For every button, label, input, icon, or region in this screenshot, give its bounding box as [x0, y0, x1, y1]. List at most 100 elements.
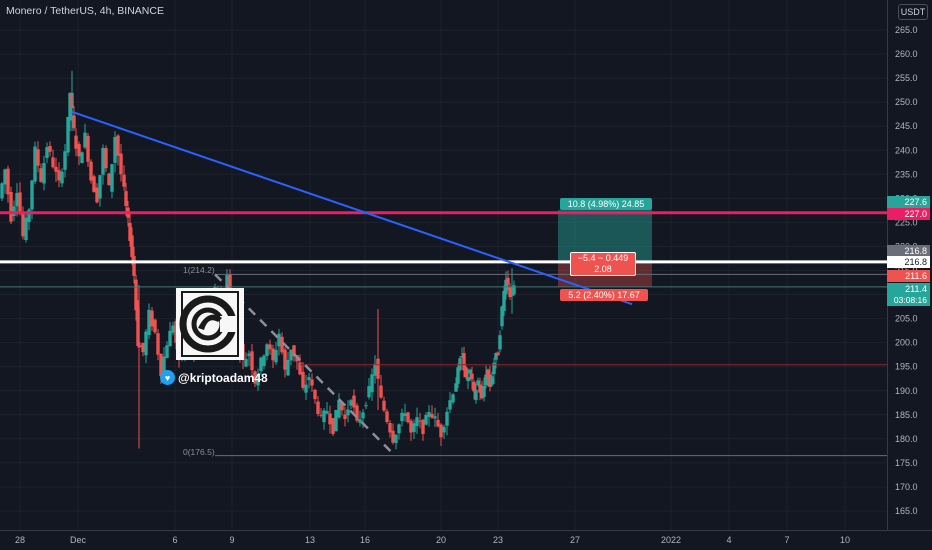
- candle-body: [3, 169, 7, 185]
- candle-body: [57, 170, 61, 181]
- candle-body: [316, 401, 320, 414]
- trendline[interactable]: [71, 110, 633, 306]
- stop-label[interactable]: 5.2 (2.40%) 17.67: [560, 289, 648, 301]
- candle-body: [250, 351, 254, 371]
- candle-body: [156, 333, 160, 355]
- countdown-tag: 03:08:16: [887, 295, 930, 306]
- candle-body: [367, 386, 371, 398]
- candle-body: [331, 418, 335, 434]
- candle-body: [119, 153, 123, 175]
- candle-body: [153, 319, 157, 333]
- time-tick-label: 16: [360, 535, 370, 545]
- candle-body: [60, 171, 64, 184]
- time-tick-label: 23: [493, 535, 503, 545]
- candle-body: [128, 222, 132, 241]
- candle-body: [0, 183, 4, 199]
- candle-body: [116, 135, 120, 156]
- candle-body: [42, 163, 46, 184]
- candle-body: [144, 331, 148, 356]
- candle-body: [464, 367, 468, 378]
- time-tick-label: Dec: [70, 535, 87, 545]
- candle-body: [391, 430, 395, 443]
- candle-body: [30, 180, 34, 210]
- candle-body: [415, 417, 419, 427]
- candle-body: [373, 363, 377, 376]
- price-tag-white-top: 216.8: [887, 245, 930, 257]
- candle-body: [12, 206, 16, 216]
- candle-body: [80, 152, 84, 164]
- price-tick-label: 205.0: [895, 314, 918, 324]
- candle-body: [355, 405, 359, 421]
- candle-body: [498, 335, 502, 350]
- candle-body: [436, 419, 440, 427]
- candle-body: [325, 410, 329, 414]
- candle-body: [33, 146, 37, 182]
- candle-body: [490, 376, 494, 385]
- candle-body: [66, 116, 70, 153]
- price-tick-label: 245.0: [895, 121, 918, 131]
- candle-body: [171, 325, 175, 333]
- candle-body: [409, 420, 413, 433]
- candle-body: [292, 345, 296, 357]
- candle-body: [442, 426, 446, 433]
- price-tick-label: 180.0: [895, 434, 918, 444]
- price-tag-white: 216.8: [887, 256, 930, 268]
- candle-body: [18, 192, 22, 214]
- time-axis[interactable]: 28 Dec 6 9 13 16 20 23 27 2022 4 7 10: [15, 535, 850, 545]
- symbol-title[interactable]: Monero / TetherUS, 4h, BINANCE: [6, 5, 164, 17]
- candle-body: [458, 358, 462, 370]
- fib-level-bottom[interactable]: 0(176.5): [183, 447, 215, 457]
- candle-body: [24, 217, 28, 241]
- candle-body: [280, 336, 284, 353]
- candle-body: [343, 414, 347, 419]
- price-tick-label: 235.0: [895, 169, 918, 179]
- candle-body: [488, 374, 492, 387]
- price-tick-label: 260.0: [895, 49, 918, 59]
- risk-reward-label[interactable]: −5.4 ~ 0.449 2.08: [570, 252, 636, 276]
- time-tick-label: 2022: [661, 535, 681, 545]
- candle-body: [113, 137, 117, 163]
- kriptoadam-logo: [176, 288, 244, 360]
- candle-body: [466, 377, 470, 382]
- price-tick-label: 170.0: [895, 482, 918, 492]
- candle-body: [298, 362, 302, 375]
- time-tick-label: 13: [305, 535, 315, 545]
- candle-body: [63, 151, 67, 170]
- candle-body: [462, 353, 466, 371]
- candle-body: [424, 414, 428, 425]
- candle-body: [385, 411, 389, 423]
- candle-body: [141, 343, 145, 353]
- candle-body: [74, 135, 78, 149]
- candle-body: [494, 352, 498, 360]
- time-tick-label: 7: [784, 535, 789, 545]
- candle-body: [470, 373, 474, 380]
- candle-body: [244, 358, 248, 367]
- candle-body: [36, 149, 40, 166]
- candle-body: [474, 389, 478, 401]
- candle-body: [89, 161, 93, 181]
- candle-body: [95, 187, 99, 203]
- currency-button[interactable]: USDT: [898, 4, 928, 20]
- candle-body: [412, 423, 416, 432]
- price-tick-label: 250.0: [895, 97, 918, 107]
- fib-level-top[interactable]: 1(214.2): [183, 265, 215, 275]
- candle-body: [388, 422, 392, 433]
- candle-body: [283, 349, 287, 370]
- candle-body: [310, 379, 314, 386]
- time-tick-label: 9: [229, 535, 234, 545]
- time-tick-label: 28: [15, 535, 25, 545]
- price-tag-entry: 211.6: [887, 270, 930, 282]
- candle-body: [427, 412, 431, 417]
- candle-body: [45, 147, 49, 158]
- candle-body: [228, 274, 232, 294]
- time-tick-label: 27: [570, 535, 580, 545]
- candle-body: [456, 367, 460, 384]
- price-tick-label: 175.0: [895, 458, 918, 468]
- fib-diagonal[interactable]: [214, 273, 396, 457]
- candle-body: [165, 345, 169, 358]
- candle-body: [268, 344, 272, 350]
- target-label[interactable]: 10.8 (4.98%) 24.85: [560, 198, 652, 210]
- candle-body: [418, 420, 422, 422]
- candle-body: [225, 275, 229, 293]
